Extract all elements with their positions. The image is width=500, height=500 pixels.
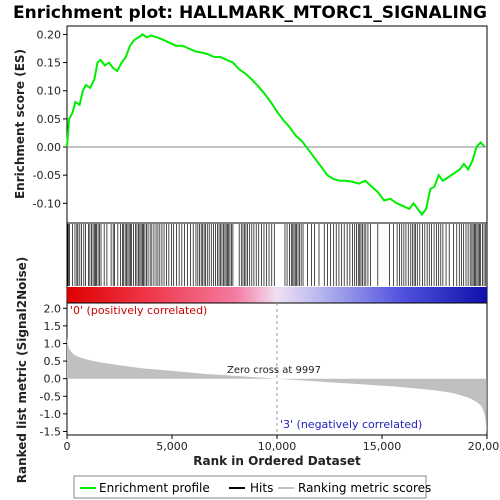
chart-title: Enrichment plot: HALLMARK_MTORC1_SIGNALI…	[13, 3, 487, 23]
es-panel: 0.20 0.15 0.10 0.05 0.00 -0.05 -0.10 Enrichmen…	[13, 25, 488, 224]
x-tick-label: 0	[64, 440, 71, 453]
metric-y-tick-label: 2.0	[44, 302, 62, 315]
legend: Enrichment profile Hits Ranking metric s…	[73, 475, 431, 499]
x-tick-label: 10,000	[258, 440, 297, 453]
metric-y-tick-label: -1.5	[40, 425, 61, 438]
metric-y-label: Ranked list metric (Signal2Noise)	[15, 257, 29, 484]
metric-y-tick-label: -0.5	[40, 390, 61, 403]
metric-y-tick-label: 1.0	[44, 337, 62, 350]
metric-y-tick-label: -1.0	[40, 408, 61, 421]
ranking-metric-area	[67, 336, 487, 434]
es-y-tick-label: 0.10	[37, 85, 62, 98]
ranking-color-band	[67, 287, 487, 303]
x-tick-label: 20,000	[468, 440, 500, 453]
es-y-tick-label: 0.20	[37, 28, 62, 41]
metric-y-tick-label: 0.0	[44, 373, 62, 386]
metric-y-axis: 2.0 1.5 1.0 0.5 0.0 -0.5 -1.0 -1.5	[40, 302, 67, 438]
metric-panel: 2.0 1.5 1.0 0.5 0.0 -0.5 -1.0 -1.5 '0' (positiv…	[15, 257, 500, 484]
hit-marks	[67, 224, 487, 286]
es-y-label: Enrichment score (ES)	[13, 49, 27, 199]
es-panel-frame	[66, 25, 488, 224]
x-tick-label: 5,000	[156, 440, 188, 453]
negative-correlation-label: '3' (negatively correlated)	[280, 418, 422, 431]
legend-label-ranking-metric: Ranking metric scores	[298, 481, 431, 495]
es-y-tick-label: -0.05	[33, 169, 61, 182]
metric-y-tick-label: 0.5	[44, 355, 62, 368]
x-tick-label: 15,000	[363, 440, 402, 453]
es-y-axis: 0.20 0.15 0.10 0.05 0.00 -0.05 -0.10	[33, 28, 67, 210]
legend-label-hits: Hits	[250, 481, 273, 495]
legend-label-enrichment-profile: Enrichment profile	[99, 481, 210, 495]
es-y-tick-label: 0.15	[37, 57, 62, 70]
zero-cross-label: Zero cross at 9997	[227, 365, 321, 376]
es-y-tick-label: 0.05	[37, 113, 62, 126]
x-axis-label: Rank in Ordered Dataset	[193, 454, 361, 468]
es-y-tick-label: -0.10	[33, 197, 61, 210]
es-y-tick-label: 0.00	[37, 141, 62, 154]
hits-panel	[66, 222, 488, 304]
legend-frame	[73, 475, 427, 499]
x-axis: 0 5,000 10,000 15,000 20,000	[64, 435, 500, 453]
enrichment-profile-line	[66, 33, 486, 217]
metric-y-tick-label: 1.5	[44, 320, 62, 333]
positive-correlation-label: '0' (positively correlated)	[70, 304, 207, 317]
